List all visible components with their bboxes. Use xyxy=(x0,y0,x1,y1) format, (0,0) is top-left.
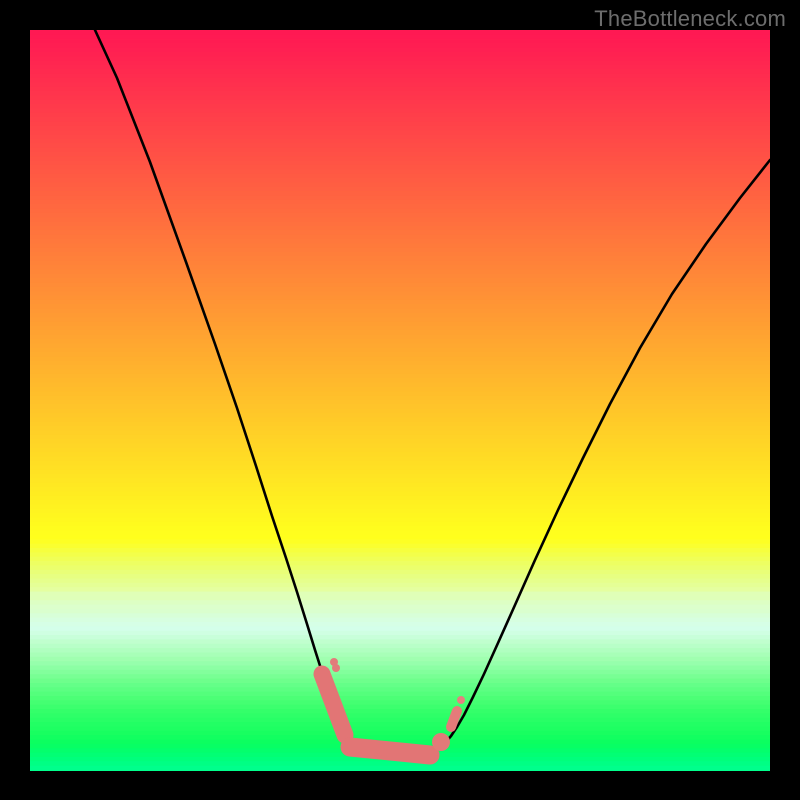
overlay-dot-4 xyxy=(457,696,465,704)
watermark-text: TheBottleneck.com xyxy=(594,6,786,32)
overlay-dot-6 xyxy=(332,664,340,672)
overlay-capsule-3 xyxy=(451,711,457,727)
overlay-dot-2 xyxy=(432,733,450,751)
overlay-capsule-1 xyxy=(350,747,430,755)
bottleneck-chart xyxy=(0,0,800,800)
chart-stage: TheBottleneck.com xyxy=(0,0,800,800)
